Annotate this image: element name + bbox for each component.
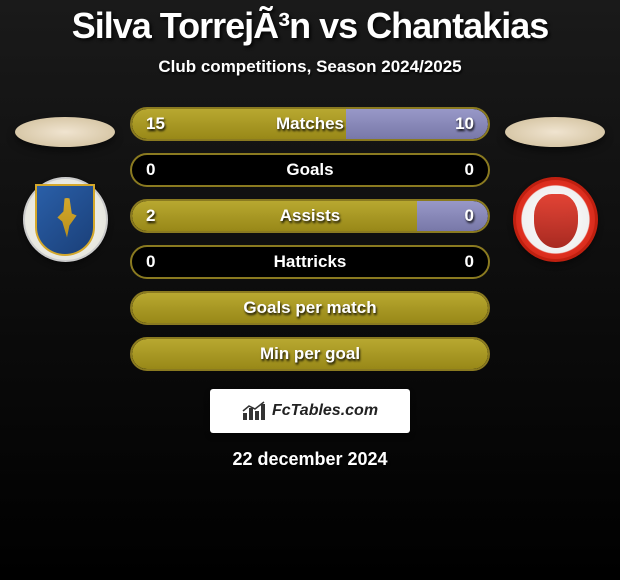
stat-label: Goals	[132, 160, 488, 180]
stat-label: Hattricks	[132, 252, 488, 272]
stat-bar: 1510Matches	[130, 107, 490, 141]
stat-bar: 00Goals	[130, 153, 490, 187]
stat-label: Matches	[132, 114, 488, 134]
stat-bar: 20Assists	[130, 199, 490, 233]
club-badge-right	[513, 177, 598, 262]
attribution-badge: FcTables.com	[210, 389, 410, 433]
stat-bar: Min per goal	[130, 337, 490, 371]
player-left-avatar	[15, 117, 115, 147]
subtitle: Club competitions, Season 2024/2025	[0, 57, 620, 77]
stat-bars-container: 1510Matches 00Goals 20Assists 00Hattricks Go…	[130, 107, 490, 371]
chart-icon	[242, 401, 266, 421]
club-badge-left	[23, 177, 108, 262]
page-title: Silva TorrejÃ³n vs Chantakias	[0, 5, 620, 47]
attribution-text: FcTables.com	[272, 402, 378, 420]
player-left-column	[10, 107, 120, 262]
stat-bar: Goals per match	[130, 291, 490, 325]
date-line: 22 december 2024	[0, 449, 620, 470]
comparison-infographic: Silva TorrejÃ³n vs Chantakias Club compe…	[0, 0, 620, 470]
stat-label: Min per goal	[132, 344, 488, 364]
stat-bar: 00Hattricks	[130, 245, 490, 279]
player-right-avatar	[505, 117, 605, 147]
player-right-column	[500, 107, 610, 262]
main-row: 1510Matches 00Goals 20Assists 00Hattricks Go…	[0, 107, 620, 371]
stat-label: Goals per match	[132, 298, 488, 318]
shield-icon	[35, 184, 95, 256]
stat-label: Assists	[132, 206, 488, 226]
